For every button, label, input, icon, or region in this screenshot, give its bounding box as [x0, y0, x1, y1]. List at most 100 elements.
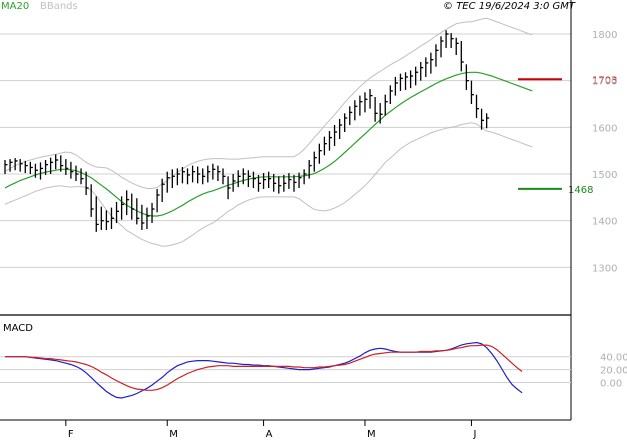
bband-lower-line: [4, 122, 533, 247]
ohlc-bar: [303, 169, 307, 185]
ohlc-bar: [4, 160, 8, 174]
ohlc-bar: [308, 160, 312, 179]
month-label: M: [367, 429, 376, 440]
ohlc-bar: [110, 207, 114, 230]
ohlc-bar: [293, 174, 297, 192]
ohlc-bar: [374, 97, 378, 122]
ohlc-bar: [75, 165, 79, 181]
ohlc-bar: [222, 168, 226, 185]
ohlc-bar: [409, 70, 414, 89]
ohlc-bar: [399, 73, 403, 91]
ohlc-bar: [257, 174, 261, 192]
ohlc-bar: [136, 198, 140, 225]
ohlc-bar: [430, 52, 434, 74]
ohlc-bar: [146, 207, 150, 230]
ohlc-bar: [313, 151, 317, 172]
ohlc-bar: [485, 113, 490, 129]
level-label-resistance: 1703: [592, 75, 617, 86]
ohlc-bar: [415, 66, 419, 86]
ohlc-bar: [394, 76, 398, 96]
ohlc-bar: [369, 89, 373, 109]
copyright-text: © TEC 19/6/2024 3:0 GMT: [443, 1, 576, 12]
ohlc-bar: [364, 92, 368, 113]
macd-tick-label: 40.00: [600, 353, 627, 364]
ohlc-bar: [14, 158, 18, 171]
ohlc-bar: [191, 165, 196, 183]
ohlc-bar: [323, 136, 327, 156]
ohlc-bar: [242, 168, 246, 185]
ma20-line: [4, 71, 533, 217]
ohlc-bar: [344, 113, 348, 132]
ohlc-bar: [166, 171, 170, 193]
month-label: A: [266, 429, 273, 440]
ohlc-bar: [445, 30, 449, 48]
ohlc-bar: [44, 160, 49, 175]
month-label: J: [472, 429, 476, 440]
bollinger-bands: [4, 17, 533, 247]
ohlc-bar: [273, 174, 277, 192]
bband-upper-line: [4, 17, 533, 189]
ohlc-bar: [49, 157, 54, 174]
ohlc-bar: [176, 168, 180, 186]
ohlc-bar: [349, 106, 353, 125]
price-tick-label: 1400: [592, 217, 617, 228]
ohlc-bar: [460, 41, 464, 72]
ohlc-bar: [70, 161, 74, 179]
ohlc-bar: [359, 95, 363, 116]
ohlc-bar: [262, 173, 267, 189]
month-label: M: [169, 429, 178, 440]
ohlc-bar: [90, 184, 94, 217]
ohlc-bar: [181, 167, 185, 184]
moving-average: [4, 71, 533, 217]
macd-axis: 0.00 20.00 40.00: [600, 353, 627, 390]
ohlc-bar: [120, 196, 125, 220]
ohlc-bar: [389, 85, 393, 104]
ohlc-bar: [39, 162, 43, 180]
ohlc-bar: [212, 163, 216, 180]
macd-tick-label: 0.00: [600, 379, 622, 390]
ohlc-bar: [384, 94, 388, 116]
ohlc-bar: [105, 210, 109, 230]
legend-ma20: MA20: [1, 1, 29, 12]
ohlc-bar: [435, 44, 439, 67]
macd-title: MACD: [3, 323, 33, 334]
ohlc-bar: [95, 196, 99, 232]
ohlc-bar: [247, 170, 251, 188]
ohlc-bar: [171, 169, 175, 188]
macd-tick-label: 20.00: [600, 366, 627, 377]
macd-grid: [0, 356, 571, 384]
ohlc-bar: [156, 188, 160, 213]
ohlc-bar: [161, 178, 165, 202]
ohlc-bar: [19, 159, 23, 172]
ohlc-bar: [141, 204, 145, 230]
ohlc-bar: [338, 118, 343, 139]
ohlc-bar: [217, 165, 221, 181]
price-bars: [4, 30, 490, 232]
legend-bbands: BBands: [40, 1, 78, 12]
ohlc-bar: [425, 57, 429, 77]
price-grid: [0, 33, 571, 268]
ohlc-bar: [288, 173, 292, 189]
ohlc-bar: [131, 193, 135, 220]
price-tick-label: 1800: [592, 30, 617, 41]
ohlc-bar: [278, 176, 282, 194]
ohlc-bar: [202, 168, 206, 185]
ohlc-bar: [470, 80, 474, 104]
ohlc-bar: [232, 174, 236, 192]
price-axis: 1300 1400 1500 1600 1700 1800: [592, 30, 617, 274]
ohlc-bar: [465, 64, 469, 90]
ohlc-bar: [379, 103, 383, 124]
ohlc-bar: [115, 202, 120, 223]
ohlc-bar: [450, 33, 454, 48]
ohlc-bar: [318, 143, 322, 164]
ohlc-bar: [267, 171, 272, 188]
ohlc-bar: [420, 62, 424, 81]
ohlc-bar: [80, 168, 84, 185]
level-label-support: 1468: [568, 185, 593, 196]
signal-line: [5, 344, 523, 391]
ohlc-bar: [100, 206, 104, 230]
ohlc-bar: [237, 170, 241, 188]
month-label: F: [68, 429, 74, 440]
